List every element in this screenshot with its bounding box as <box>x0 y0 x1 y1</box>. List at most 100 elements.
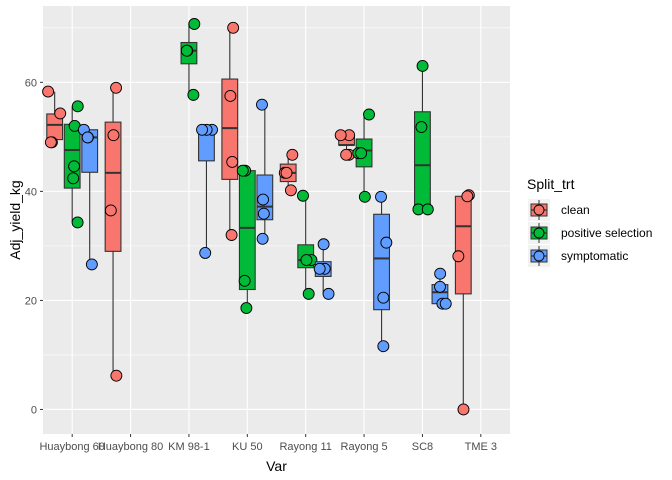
series-symptomatic <box>77 98 452 353</box>
legend-key-clean <box>528 199 550 221</box>
data-point <box>355 147 368 160</box>
series-clean <box>42 21 475 416</box>
data-point <box>227 21 240 34</box>
legend-title: Split_trt <box>527 176 575 192</box>
box-rayong-5 <box>373 190 393 353</box>
data-point <box>188 18 201 30</box>
x-tick-label: Huaybong 80 <box>98 441 163 453</box>
data-point <box>452 250 465 263</box>
data-point <box>461 190 474 203</box>
data-point <box>224 90 237 102</box>
data-point <box>199 247 212 259</box>
data-point <box>317 238 330 251</box>
x-tick-label: SC8 <box>412 441 433 453</box>
data-point <box>71 216 84 229</box>
data-point <box>415 121 428 133</box>
x-tick-label: TME 3 <box>465 441 497 453</box>
box-rayong-5 <box>352 108 375 203</box>
box-rayong-11 <box>297 189 318 300</box>
legend-key-point <box>533 250 545 262</box>
data-point <box>44 136 57 149</box>
box <box>104 121 122 252</box>
data-point <box>196 123 209 136</box>
box-km-98-1 <box>196 123 218 259</box>
x-tick-label: Rayong 11 <box>279 441 331 453</box>
data-point <box>110 369 123 382</box>
y-tick-label: 60 <box>25 77 37 89</box>
data-point <box>380 236 393 249</box>
data-point <box>300 254 313 267</box>
y-tick-label: 0 <box>31 404 37 416</box>
data-point <box>107 129 120 142</box>
data-point <box>225 229 238 241</box>
data-point <box>226 155 239 168</box>
box-km-98-1 <box>180 18 201 101</box>
data-point <box>416 60 429 72</box>
y-tick-label: 20 <box>25 295 37 307</box>
x-tick-label: Huaybong 60 <box>39 441 104 453</box>
data-point <box>284 184 297 197</box>
legend-label: symptomatic <box>561 249 628 263</box>
data-point <box>340 148 353 161</box>
data-point <box>375 190 387 203</box>
y-axis-title: Adj_yield_kg <box>7 180 23 259</box>
box <box>221 78 239 180</box>
data-point <box>68 160 81 173</box>
x-tick-label: Rayong 5 <box>341 441 388 453</box>
data-point <box>297 189 309 202</box>
legend-key-point <box>533 204 545 216</box>
series-positive-selection <box>63 18 434 315</box>
data-point <box>358 190 371 203</box>
data-point <box>439 297 452 310</box>
data-point <box>85 258 98 271</box>
legend: Split_trt clean positive selection symptom… <box>527 176 652 267</box>
data-point <box>313 262 326 275</box>
box-sc8 <box>412 60 434 216</box>
data-point <box>240 302 253 315</box>
data-point <box>377 340 390 353</box>
data-point <box>71 100 84 113</box>
box-huaybong-60 <box>42 85 67 149</box>
box-tme-3 <box>452 189 475 416</box>
data-point <box>334 129 347 142</box>
data-point <box>363 108 375 121</box>
data-point <box>236 164 249 177</box>
data-point <box>81 131 94 144</box>
data-point <box>67 172 80 185</box>
box-sc8 <box>431 267 452 310</box>
data-point <box>180 44 193 57</box>
data-point <box>110 81 123 94</box>
data-point <box>302 287 315 300</box>
box-rayong-5 <box>334 129 356 161</box>
box-rayong-11 <box>278 148 299 197</box>
data-point <box>286 148 299 161</box>
data-point <box>238 274 251 287</box>
data-point <box>434 280 446 293</box>
data-point <box>280 166 293 179</box>
legend-key-point <box>533 227 545 239</box>
box-huaybong-80 <box>104 81 123 382</box>
box-ku-50 <box>221 21 240 241</box>
data-point <box>257 207 270 220</box>
data-point <box>42 85 55 98</box>
box-huaybong-60 <box>77 123 99 271</box>
data-point <box>421 203 434 216</box>
data-point <box>257 193 269 206</box>
data-point <box>104 204 117 217</box>
box-huaybong-60 <box>63 100 84 229</box>
data-point <box>256 232 269 245</box>
box <box>238 170 256 291</box>
box-rayong-11 <box>313 238 335 300</box>
legend-label: clean <box>561 203 590 217</box>
data-point <box>256 98 268 111</box>
x-tick-label: KU 50 <box>232 441 263 453</box>
legend-key-symptomatic <box>528 245 550 267</box>
legend-key-positive-selection <box>528 222 550 244</box>
y-tick-label: 40 <box>25 186 37 198</box>
data-point <box>434 267 447 280</box>
x-tick-label: KM 98-1 <box>168 441 210 453</box>
legend-label: positive selection <box>561 226 652 240</box>
data-point <box>322 287 335 300</box>
